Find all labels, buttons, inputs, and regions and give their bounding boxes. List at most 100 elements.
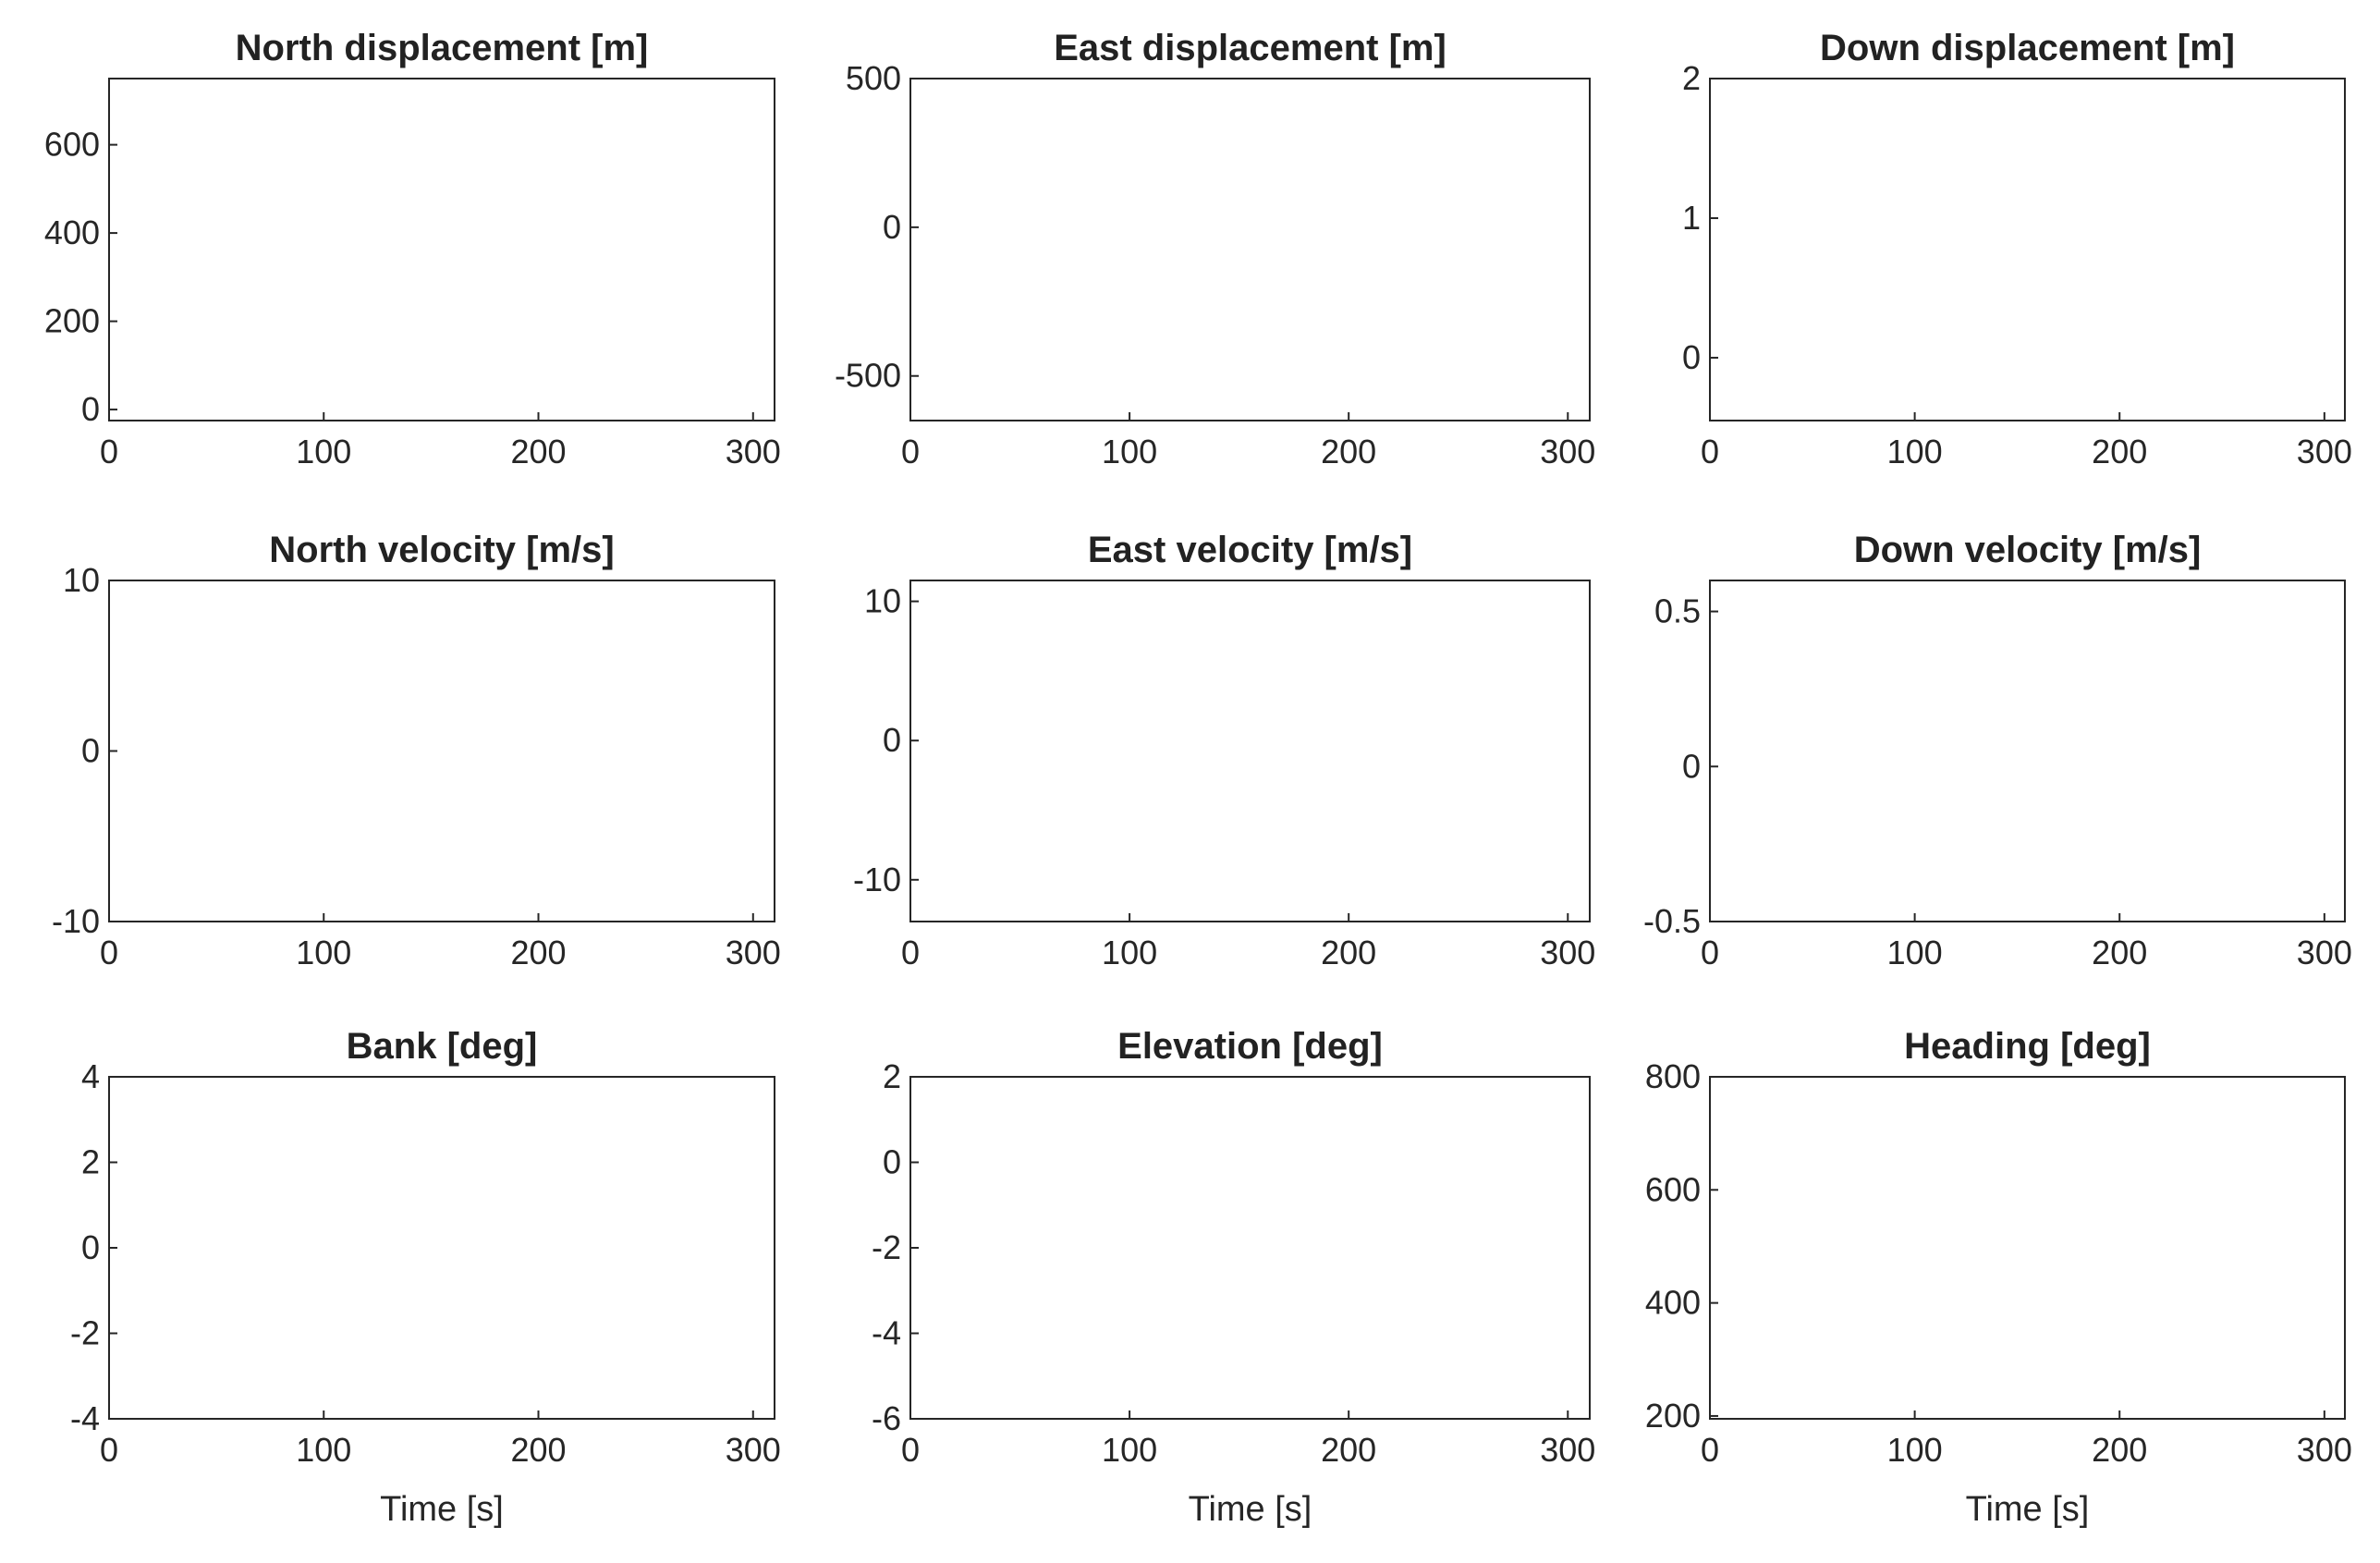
y-tick-label: 0 <box>883 208 901 246</box>
x-tick-label: 300 <box>726 1431 781 1469</box>
chart-down-velocity-m-s-title: Down velocity [m/s] <box>1854 530 2202 570</box>
x-tick-label: 200 <box>510 1431 566 1469</box>
chart-bank-deg: 0 100 200 300 -4 -2 0 2 4 Bank [deg] Time [s] <box>70 1026 781 1529</box>
chart-heading-deg-title: Heading [deg] <box>1904 1026 2151 1067</box>
chart-heading-deg: 0 100 200 300 200 400 600 800 Heading [deg] Time … <box>1645 1026 2352 1529</box>
chart-north-displacement-m-title: North displacement [m] <box>236 28 649 68</box>
y-tick-label: 0.5 <box>1654 592 1701 630</box>
chart-heading-deg-xlabel: Time [s] <box>1966 1490 2090 1529</box>
y-tick-label: 2 <box>81 1143 100 1181</box>
x-tick-label: 0 <box>901 433 920 470</box>
y-tick-label: 500 <box>846 59 901 97</box>
y-tick-label: 0 <box>883 1143 901 1181</box>
y-tick-label: -10 <box>853 861 901 898</box>
chart-east-displacement-m-axes-frame <box>909 78 1591 421</box>
y-tick-label: 200 <box>44 302 100 340</box>
y-tick-label: -4 <box>872 1314 901 1352</box>
y-tick-label: -6 <box>872 1399 901 1437</box>
x-tick-label: 300 <box>2297 934 2352 971</box>
y-tick-label: 0 <box>1682 338 1701 376</box>
chart-east-velocity-m-s-title: East velocity [m/s] <box>1088 530 1412 570</box>
chart-down-displacement-m-axes-frame <box>1709 78 2346 421</box>
x-tick-label: 100 <box>1887 1431 1943 1469</box>
chart-elevation-deg-title: Elevation [deg] <box>1117 1026 1383 1067</box>
x-tick-label: 200 <box>2092 433 2147 470</box>
y-tick-label: -2 <box>872 1228 901 1266</box>
y-tick-label: -2 <box>70 1314 100 1352</box>
y-tick-label: 400 <box>44 214 100 251</box>
x-tick-label: 100 <box>1102 934 1157 971</box>
x-tick-label: 100 <box>1102 1431 1157 1469</box>
y-tick-label: 2 <box>883 1057 901 1095</box>
chart-north-displacement-m: 0 100 200 300 0 200 400 600 North displacement [… <box>44 28 781 470</box>
chart-east-velocity-m-s-axes-frame <box>909 580 1591 922</box>
x-tick-label: 200 <box>2092 1431 2147 1469</box>
y-tick-label: 10 <box>63 561 100 599</box>
chart-north-velocity-m-s-title: North velocity [m/s] <box>269 530 614 570</box>
y-tick-label: -4 <box>70 1399 100 1437</box>
y-tick-label: 0 <box>81 1228 100 1266</box>
chart-down-displacement-m-title: Down displacement [m] <box>1820 28 2235 68</box>
y-tick-label: 4 <box>81 1057 100 1095</box>
x-tick-label: 300 <box>1540 1431 1595 1469</box>
y-tick-label: 0 <box>883 721 901 759</box>
x-tick-label: 300 <box>1540 934 1595 971</box>
y-tick-label: 600 <box>44 126 100 164</box>
x-tick-label: 300 <box>726 934 781 971</box>
chart-bank-deg-xlabel: Time [s] <box>380 1490 504 1529</box>
chart-heading-deg-axes-frame <box>1709 1076 2346 1420</box>
x-tick-label: 200 <box>2092 934 2147 971</box>
x-tick-label: 100 <box>1887 433 1943 470</box>
chart-elevation-deg: 0 100 200 300 -6 -4 -2 0 2 Elevation [deg] Time [s… <box>872 1026 1595 1529</box>
chart-elevation-deg-axes-frame <box>909 1076 1591 1420</box>
y-tick-label: 800 <box>1645 1057 1701 1095</box>
chart-elevation-deg-xlabel: Time [s] <box>1189 1490 1312 1529</box>
y-tick-label: 1 <box>1682 199 1701 237</box>
x-tick-label: 300 <box>2297 433 2352 470</box>
x-tick-label: 300 <box>726 433 781 470</box>
x-tick-label: 0 <box>100 934 118 971</box>
x-tick-label: 0 <box>100 1431 118 1469</box>
x-tick-label: 0 <box>1701 1431 1719 1469</box>
x-tick-label: 200 <box>1321 934 1376 971</box>
x-tick-label: 100 <box>296 1431 351 1469</box>
y-tick-label: 10 <box>864 582 901 620</box>
x-tick-label: 0 <box>901 934 920 971</box>
chart-north-velocity-m-s-axes-frame <box>108 580 775 922</box>
x-tick-label: 0 <box>1701 433 1719 470</box>
x-tick-label: 200 <box>510 433 566 470</box>
x-tick-label: 100 <box>296 934 351 971</box>
y-tick-label: -10 <box>52 902 100 940</box>
chart-north-displacement-m-axes-frame <box>108 78 775 421</box>
chart-down-velocity-m-s-axes-frame <box>1709 580 2346 922</box>
x-tick-label: 0 <box>901 1431 920 1469</box>
chart-east-displacement-m-title: East displacement [m] <box>1054 28 1446 68</box>
y-tick-label: 0 <box>81 390 100 428</box>
x-tick-label: 200 <box>1321 1431 1376 1469</box>
x-tick-label: 200 <box>1321 433 1376 470</box>
x-tick-label: 0 <box>100 433 118 470</box>
chart-bank-deg-title: Bank [deg] <box>347 1026 538 1067</box>
y-tick-label: 0 <box>1682 747 1701 785</box>
chart-down-displacement-m: 0 100 200 300 0 1 2 Down displacement [m] <box>1682 28 2352 470</box>
y-tick-label: -0.5 <box>1643 902 1701 940</box>
y-tick-label: 200 <box>1645 1397 1701 1435</box>
x-tick-label: 100 <box>296 433 351 470</box>
y-tick-label: -500 <box>835 357 901 395</box>
x-tick-label: 0 <box>1701 934 1719 971</box>
x-tick-label: 100 <box>1887 934 1943 971</box>
chart-east-displacement-m: 0 100 200 300 -500 0 500 East displacement [m] <box>835 28 1595 470</box>
x-tick-label: 200 <box>510 934 566 971</box>
y-tick-label: 0 <box>81 732 100 770</box>
chart-bank-deg-axes-frame <box>108 1076 775 1420</box>
x-tick-label: 100 <box>1102 433 1157 470</box>
x-tick-label: 300 <box>2297 1431 2352 1469</box>
y-tick-label: 400 <box>1645 1284 1701 1322</box>
y-tick-label: 2 <box>1682 59 1701 97</box>
y-tick-label: 600 <box>1645 1170 1701 1208</box>
x-tick-label: 300 <box>1540 433 1595 470</box>
